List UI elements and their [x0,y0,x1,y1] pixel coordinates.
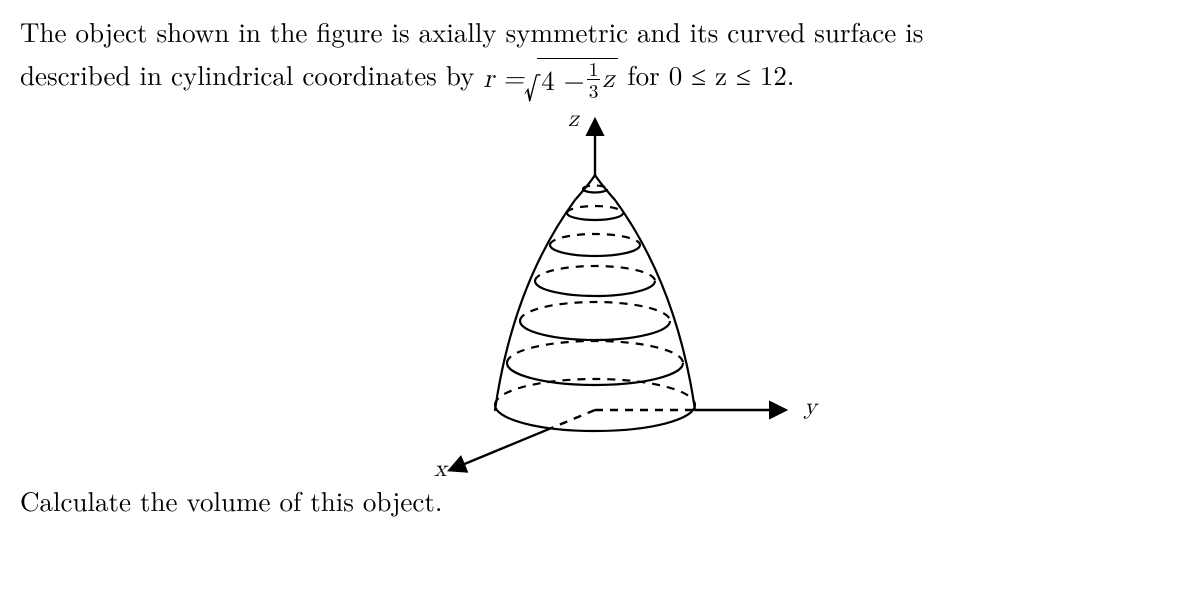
radicand-a: 4 − [541,58,585,101]
fraction: 1 3 [587,59,601,100]
range-text: for 0 ≤ z ≤ 12. [627,55,794,93]
y-axis-label: y [804,393,817,422]
sqrt: √ 4 − 1 3 z [524,58,619,101]
question-text: Calculate the volume of this object. [20,481,1180,519]
text-line-1: The object shown in the figure is axiall… [20,12,923,50]
figure: z y x [20,105,1200,475]
problem-text: The object shown in the figure is axiall… [20,10,1180,101]
radicand: 4 − 1 3 z [537,58,618,101]
axially-symmetric-solid [365,105,825,475]
eq-lhs: r = [483,58,524,101]
text-line-2a: described in cylindrical coordinates by [20,55,483,93]
radicand-b: z [602,58,614,101]
x-axis-label: x [434,455,447,484]
page: The object shown in the figure is axiall… [0,0,1200,595]
frac-den: 3 [587,79,601,100]
z-axis-label: z [568,105,579,134]
equation: r = √ 4 − 1 3 z [483,58,618,101]
